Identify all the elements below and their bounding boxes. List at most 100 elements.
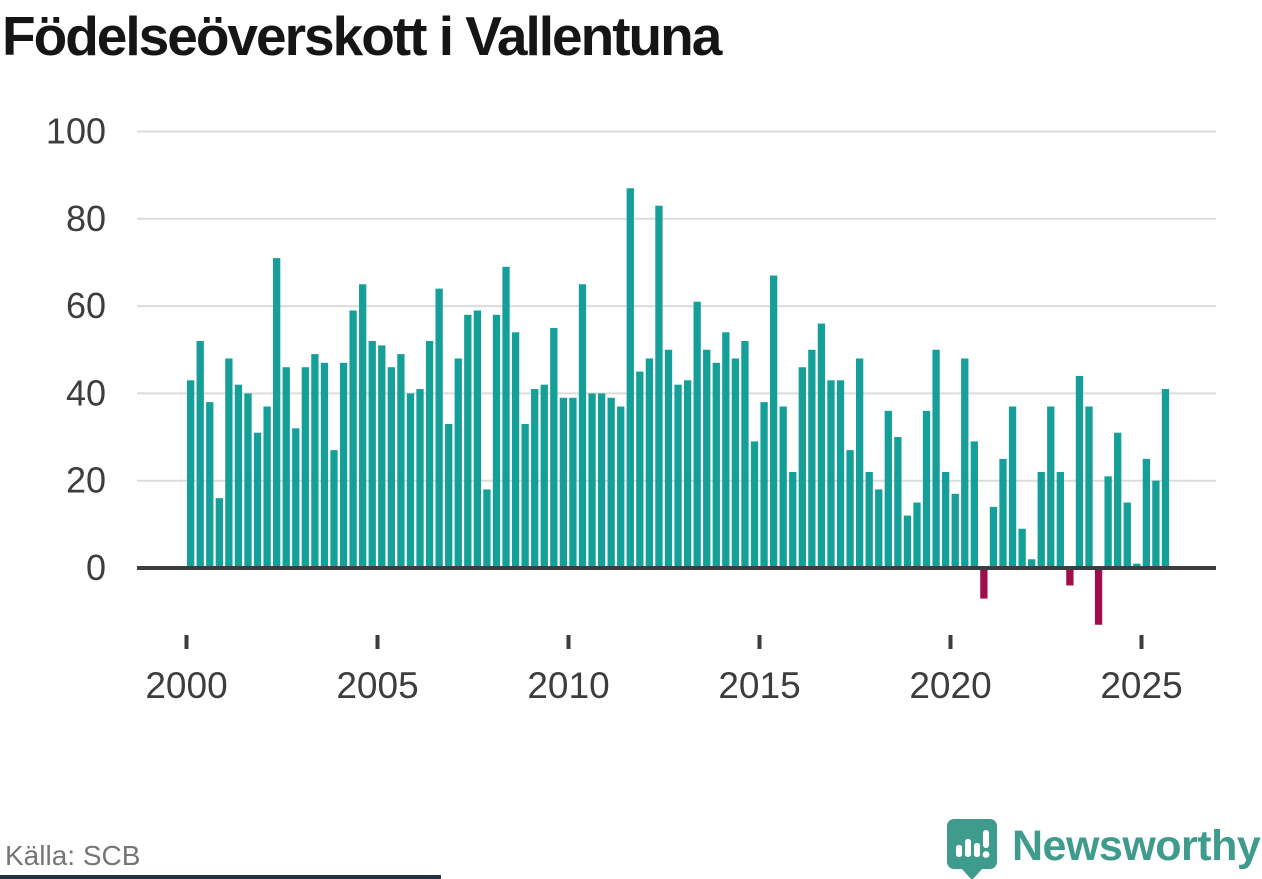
bar (282, 367, 290, 568)
footer-strip (0, 875, 441, 879)
bar (808, 349, 816, 568)
bar (330, 450, 338, 568)
bar (196, 341, 204, 568)
bar (253, 432, 262, 568)
bar (454, 358, 462, 568)
bar (588, 393, 596, 568)
y-axis-tick-label: 60 (66, 285, 106, 326)
bar (999, 458, 1007, 568)
bar (1018, 528, 1026, 568)
bar (1104, 476, 1112, 568)
bar (521, 423, 529, 568)
bar (817, 323, 826, 568)
y-axis-tick-label: 20 (66, 460, 106, 501)
bar (1037, 471, 1045, 568)
bar (416, 389, 424, 568)
bar (1133, 563, 1141, 568)
bar (531, 389, 539, 568)
bar (750, 441, 759, 568)
bar (578, 284, 587, 568)
bar (961, 358, 969, 568)
bar (244, 393, 252, 568)
bar (951, 493, 959, 568)
bar (225, 358, 233, 568)
bar (435, 288, 443, 568)
x-axis-tick-label: 2005 (336, 665, 418, 706)
y-axis-tick-label: 0 (86, 547, 106, 588)
bar (645, 358, 654, 568)
bar (836, 380, 845, 568)
bar (798, 367, 806, 568)
bar (1056, 471, 1064, 568)
bar (913, 502, 921, 568)
bar (769, 275, 778, 568)
bar (636, 371, 644, 568)
y-axis-tick-label: 100 (46, 111, 106, 152)
bar (722, 332, 730, 568)
x-axis-tick-label: 2010 (527, 665, 609, 706)
bar (683, 380, 692, 568)
bar (464, 314, 472, 568)
source-label: Källa: SCB (5, 840, 141, 871)
bar (875, 489, 883, 568)
bar (187, 380, 195, 568)
bar (922, 410, 931, 568)
bar (273, 258, 281, 568)
bar (779, 406, 787, 568)
y-axis-tick-label: 80 (66, 198, 106, 239)
bar (903, 515, 912, 568)
bar (703, 349, 711, 568)
bar (397, 354, 405, 568)
x-axis-tick-label: 2020 (909, 665, 991, 706)
bar (1123, 502, 1131, 568)
bar (1047, 406, 1055, 568)
bar (234, 384, 243, 568)
bar (473, 310, 482, 568)
x-axis-tick-label: 2000 (145, 665, 227, 706)
bar (569, 397, 577, 568)
bar (674, 384, 682, 568)
bar (387, 367, 395, 568)
bar (1085, 406, 1093, 568)
bar (980, 568, 988, 599)
bar (1075, 375, 1084, 568)
bar (425, 341, 434, 568)
bar (827, 380, 835, 568)
bar (942, 471, 950, 568)
bar (932, 349, 940, 568)
newsworthy-logo: Newsworthy (946, 818, 1262, 879)
bar (445, 423, 453, 568)
y-axis-tick-label: 40 (66, 372, 106, 413)
bar (502, 266, 510, 568)
bar (511, 332, 520, 568)
page-title: Födelseöverskott i Vallentuna (2, 5, 722, 67)
bar (1114, 432, 1122, 568)
bar (1094, 568, 1103, 625)
bar (339, 362, 348, 568)
bar (311, 354, 319, 568)
bar (855, 358, 864, 568)
bar (693, 301, 701, 568)
bar (206, 402, 214, 568)
bar (301, 367, 309, 568)
bar (1142, 458, 1150, 568)
bar (263, 406, 271, 568)
bar (884, 410, 892, 568)
bar (789, 471, 797, 568)
bar (970, 441, 978, 568)
bar (989, 506, 998, 568)
bar (655, 205, 663, 568)
bar (607, 397, 615, 568)
bar (406, 393, 415, 568)
bar (760, 402, 768, 568)
bar (865, 471, 873, 568)
bar (1066, 568, 1074, 586)
x-axis-tick-label: 2025 (1100, 665, 1182, 706)
x-axis-tick-label: 2015 (718, 665, 800, 706)
bar (1028, 559, 1036, 568)
bar (368, 341, 376, 568)
bar (617, 406, 625, 568)
bar (559, 397, 568, 568)
